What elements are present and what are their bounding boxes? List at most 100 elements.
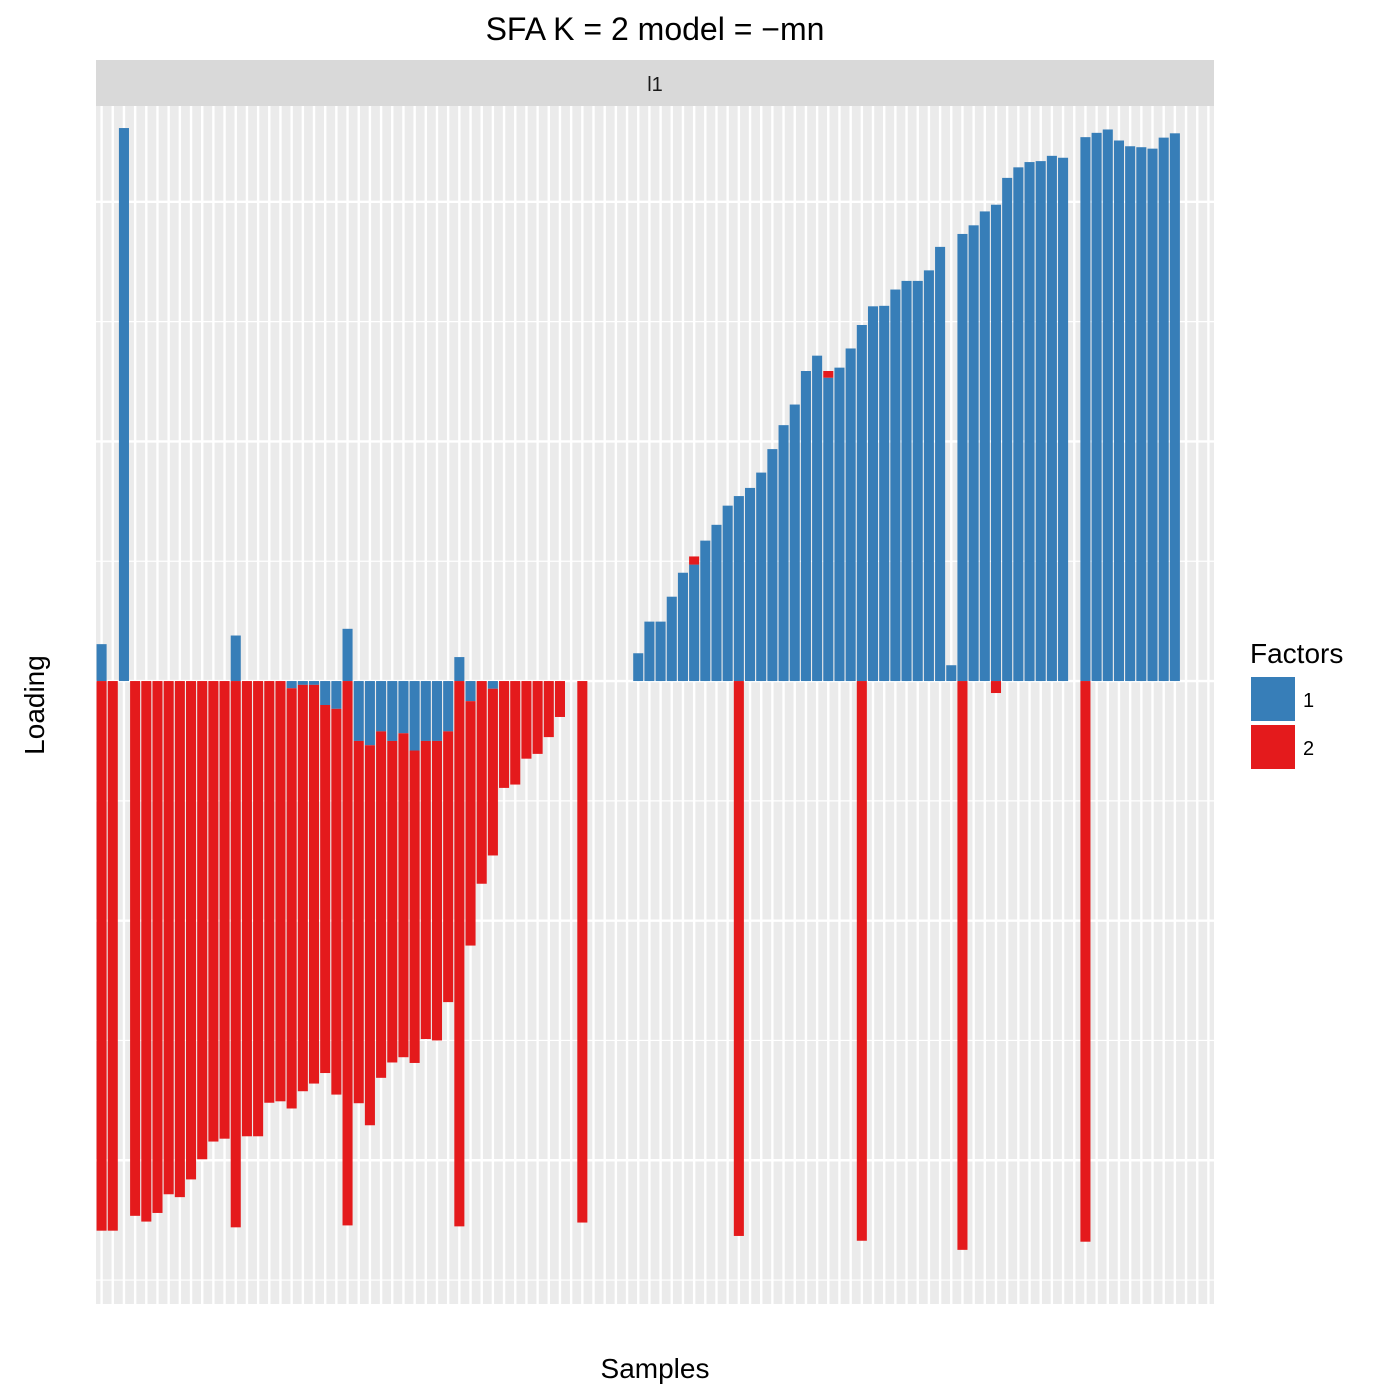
bar-factor-2 [443,731,454,1003]
bar-factor-2 [331,708,342,1095]
bar-factor-1 [387,681,398,741]
bar-factor-1 [823,377,834,682]
bar-factor-2 [454,681,465,1227]
bar-factor-2 [219,681,230,1139]
bar-factor-1 [1125,146,1136,682]
bar-factor-2 [342,681,353,1226]
bar-factor-1 [342,628,353,682]
bar-factor-2 [532,681,543,754]
bar-factor-1 [923,270,934,682]
bar-factor-1 [845,348,856,682]
bar-factor-2 [957,681,968,1250]
bar-factor-1 [756,472,767,682]
bar-factor-1 [443,681,454,732]
bar-factor-1 [733,496,744,682]
bar-factor-2 [487,688,498,856]
bar-factor-1 [1035,161,1046,682]
bar-factor-1 [912,280,923,682]
bar-factor-1 [1002,177,1013,682]
bar-factor-1 [1091,132,1102,682]
bar-factor-1 [1136,147,1147,682]
bar-factor-1 [990,204,1002,682]
bar-factor-1 [789,404,800,682]
bar-factor-1 [968,225,979,682]
bar-factor-1 [1113,140,1124,682]
bar-factor-1 [1080,137,1091,682]
bar-factor-2 [152,681,163,1213]
bar-factor-1 [957,233,968,682]
bar-factor-2 [990,681,1002,694]
bar-factor-1 [465,681,476,702]
bar-factor-1 [1102,129,1113,682]
bar-factor-1 [1013,167,1024,682]
bar-factor-1 [633,653,644,682]
bar-factor-2 [241,681,252,1137]
bar-factor-1 [867,306,879,682]
bar-factor-2 [286,688,297,1109]
legend-swatch-2 [1251,725,1295,769]
bar-factor-2 [465,701,476,946]
bar-factor-1 [96,644,107,682]
bar-factor-1 [431,681,443,741]
bar-factor-2 [543,681,554,738]
bar-factor-2 [387,740,398,1063]
bar-factor-1 [689,564,700,682]
bar-factor-1 [353,681,364,741]
bars [96,128,1180,1250]
bar-factor-2 [398,733,409,1058]
bar-factor-1 [901,280,912,682]
bar-factor-2 [409,750,420,1063]
bar-factor-2 [253,681,264,1137]
bar-factor-2 [107,681,118,1231]
bar-factor-2 [163,681,174,1195]
bar-factor-1 [711,524,722,682]
bar-factor-2 [197,681,208,1160]
bar-factor-2 [230,681,241,1228]
y-axis-label: Loading [19,655,50,755]
bar-factor-1 [1024,162,1035,682]
bar-factor-2 [689,556,700,565]
legend-label-2: 2 [1303,738,1314,760]
bar-factor-2 [320,705,331,1074]
bar-factor-1 [1147,148,1158,682]
bar-factor-2 [96,681,107,1231]
bar-factor-1 [979,211,990,682]
bar-factor-1 [856,324,867,682]
bar-factor-1 [812,355,823,682]
bar-factor-1 [1058,157,1069,682]
bar-factor-1 [454,657,465,682]
bar-factor-2 [476,681,487,884]
bar-factor-1 [409,681,420,751]
bar-factor-1 [745,487,756,682]
bar-factor-2 [297,684,308,1092]
bar-factor-1 [722,505,733,682]
bar-factor-2 [264,681,275,1103]
facet-strip [96,60,1214,106]
bar-factor-1 [890,289,901,682]
bar-factor-1 [320,681,331,705]
bar-factor-1 [331,681,342,709]
bar-factor-1 [666,596,677,682]
bar-factor-2 [521,681,532,759]
bar-factor-1 [700,540,711,682]
plot-panel [96,106,1214,1304]
bar-factor-1 [879,305,890,682]
bar-factor-1 [935,246,946,682]
bar-factor-1 [778,425,789,682]
bar-factor-2 [275,681,286,1102]
bar-factor-2 [308,684,320,1084]
bar-factor-1 [420,681,431,741]
bar-factor-1 [297,681,308,685]
legend: Factors 1 2 [1250,638,1343,769]
bar-factor-2 [499,681,510,788]
bar-factor-2 [376,731,387,1078]
bar-factor-1 [767,449,778,682]
x-axis-label: Samples [601,1353,710,1384]
bar-factor-2 [510,681,521,785]
bar-factor-1 [1158,137,1169,682]
bar-factor-2 [420,740,431,1039]
bar-factor-1 [800,371,811,682]
legend-label-1: 1 [1303,690,1314,712]
bar-factor-1 [655,621,666,682]
